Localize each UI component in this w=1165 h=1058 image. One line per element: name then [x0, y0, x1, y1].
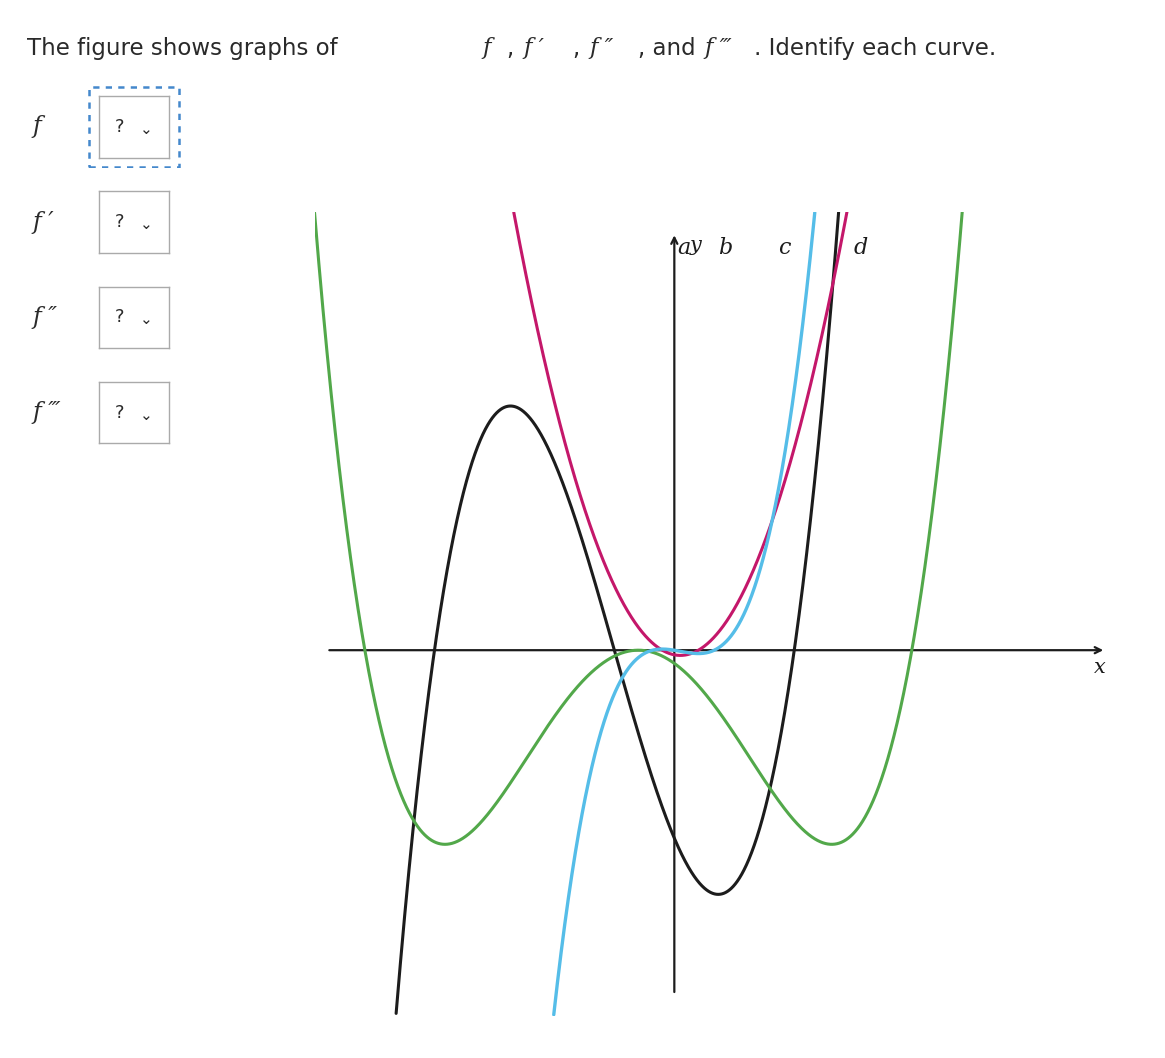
Text: ⌄: ⌄: [140, 217, 153, 232]
Text: ⌄: ⌄: [140, 312, 153, 327]
Text: x: x: [1094, 658, 1106, 677]
Text: a: a: [677, 237, 691, 259]
Text: ,: ,: [573, 37, 587, 60]
Text: ,: ,: [507, 37, 521, 60]
Text: f: f: [33, 115, 42, 139]
Text: f ‴: f ‴: [705, 37, 733, 59]
Text: c: c: [778, 237, 791, 259]
Text: f ″: f ″: [589, 37, 614, 59]
Text: ⌄: ⌄: [140, 122, 153, 136]
Text: The figure shows graphs of: The figure shows graphs of: [27, 37, 345, 60]
Text: f ′: f ′: [523, 37, 544, 59]
Text: , and: , and: [638, 37, 704, 60]
Text: y: y: [690, 236, 701, 255]
Text: ⌄: ⌄: [140, 407, 153, 422]
Text: ?: ?: [115, 308, 125, 327]
Text: b: b: [718, 237, 732, 259]
Text: f ‴: f ‴: [33, 401, 61, 424]
Text: d: d: [853, 237, 867, 259]
Text: f ″: f ″: [33, 306, 58, 329]
Text: f ′: f ′: [33, 211, 55, 234]
Text: f: f: [482, 37, 490, 59]
Text: ?: ?: [115, 403, 125, 422]
Text: ?: ?: [115, 213, 125, 232]
Text: . Identify each curve.: . Identify each curve.: [754, 37, 996, 60]
Text: ?: ?: [115, 117, 125, 136]
